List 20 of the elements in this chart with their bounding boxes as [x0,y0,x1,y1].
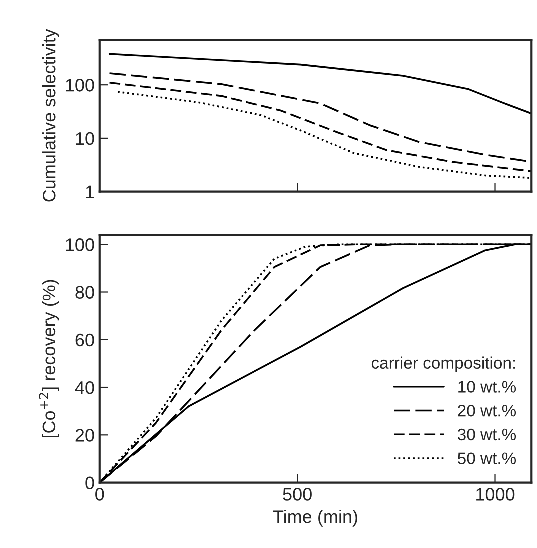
x-axis-title: Time (min) [273,510,358,527]
legend-label: 30 wt.% [458,428,516,441]
x-tick-label: 500 [283,488,312,501]
y-tick-label: 60 [76,334,94,347]
y-tick-label: 40 [75,381,94,394]
legend-label: 20 wt.% [458,404,516,417]
x-tick-label: 1000 [476,488,515,501]
y-tick-label: 20 [76,429,94,442]
y-axis-title: Cumulative selectivity [42,29,60,202]
legend-label: 10 wt.% [458,381,516,393]
y-tick-label: 100 [66,79,94,92]
y-axis-title: [Co$^{+2}$] recovery (%) [39,280,60,438]
legend-label: 50 wt.% [458,452,516,464]
y-tick-label: 0 [86,476,94,490]
y-tick-label: 10 [76,132,94,146]
y-tick-label: 1 [86,186,94,198]
legend-title: carrier composition: [372,356,516,372]
x-tick-label: 0 [96,488,104,501]
y-tick-label: 80 [76,286,94,299]
y-tick-label: 100 [66,238,94,252]
